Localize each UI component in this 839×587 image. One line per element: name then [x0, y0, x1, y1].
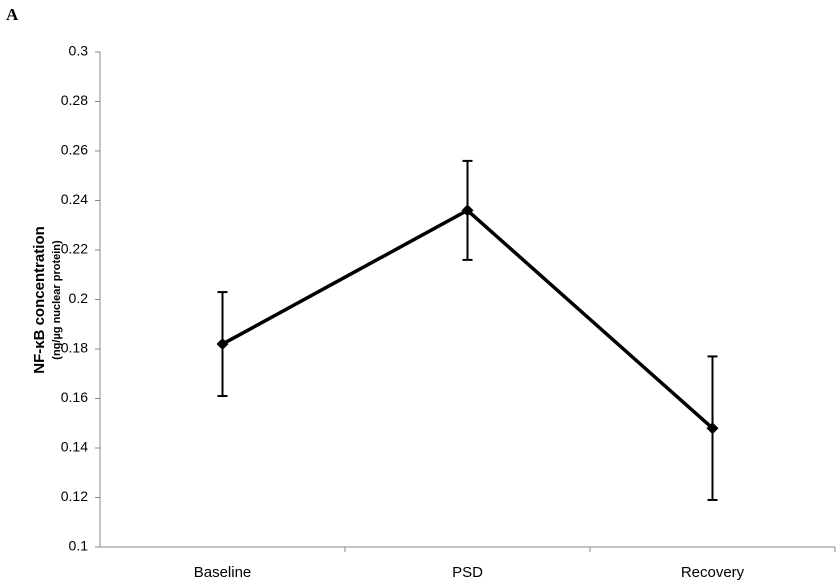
y-tick-label: 0.14	[61, 439, 88, 455]
y-tick-label: 0.22	[61, 241, 88, 257]
x-tick-label: Baseline	[194, 564, 252, 581]
y-tick-label: 0.26	[61, 142, 88, 158]
data-marker	[216, 338, 229, 351]
y-tick-label: 0.16	[61, 389, 88, 405]
y-tick-label: 0.12	[61, 488, 88, 504]
x-tick-label: PSD	[452, 564, 483, 581]
data-marker	[706, 422, 719, 435]
y-tick-label: 0.2	[69, 290, 89, 306]
y-tick-label: 0.24	[61, 191, 88, 207]
y-axis-title: NF-κB concentration	[31, 226, 48, 374]
y-tick-label: 0.18	[61, 340, 88, 356]
data-marker	[461, 204, 474, 217]
panel-label: A	[6, 5, 19, 24]
x-tick-label: Recovery	[681, 564, 745, 581]
y-axis-subtitle: (ng/µg nuclear protein)	[51, 240, 63, 360]
y-tick-label: 0.3	[69, 43, 89, 59]
y-tick-label: 0.28	[61, 92, 88, 108]
y-tick-label: 0.1	[69, 538, 89, 554]
